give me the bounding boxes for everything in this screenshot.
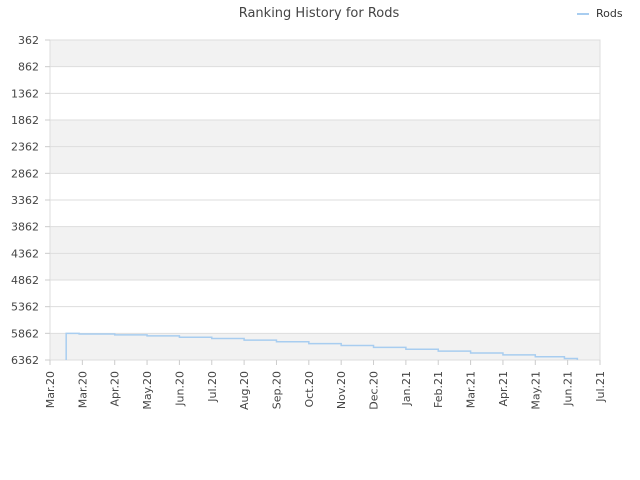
y-tick-label: 862 — [18, 61, 39, 74]
y-tick-label: 1862 — [11, 114, 39, 127]
plot-band — [50, 40, 600, 67]
x-tick-label: Jun.20 — [173, 371, 186, 407]
x-tick-label: Apr.21 — [497, 371, 510, 407]
plot-band — [50, 66, 600, 94]
y-tick-label: 4362 — [11, 247, 39, 260]
series-line-rods — [65, 332, 579, 360]
plot-band — [50, 173, 600, 200]
x-tick-label: Apr.20 — [109, 371, 122, 407]
y-tick-label: 4862 — [11, 274, 39, 287]
y-tick-label: 6362 — [11, 354, 39, 367]
x-tick-label: Dec.20 — [368, 371, 381, 410]
y-axis-ticks: 362 862 1362 1862 2362 2862 3362 3862 4362 4862 53… — [11, 34, 50, 367]
x-tick-label: Mar.20 — [76, 371, 89, 408]
plot-band — [50, 253, 600, 280]
y-tick-label: 2362 — [11, 141, 39, 154]
x-tick-label: Mar.21 — [465, 371, 478, 408]
y-tick-label: 3862 — [11, 221, 39, 234]
x-tick-label: Jul.20 — [206, 371, 219, 403]
legend[interactable]: Rods — [577, 7, 623, 20]
x-tick-label: Jun.21 — [562, 371, 575, 407]
y-tick-label: 2862 — [11, 167, 39, 180]
y-tick-label: 1362 — [11, 87, 39, 100]
plot-band — [50, 306, 600, 334]
x-tick-label: Feb.21 — [432, 371, 445, 408]
x-tick-label: Jan.21 — [400, 371, 413, 406]
plot-band — [50, 333, 600, 360]
legend-label-rods: Rods — [596, 7, 623, 20]
series-layer — [65, 332, 579, 360]
x-tick-label: Nov.20 — [335, 371, 348, 409]
plot-band — [50, 146, 600, 174]
x-tick-label: Mar.20 — [44, 371, 57, 408]
chart-title: Ranking History for Rods — [239, 6, 400, 21]
y-tick-label: 362 — [18, 34, 39, 47]
x-tick-label: Jul.21 — [594, 371, 607, 403]
x-tick-label: Sep.20 — [270, 371, 283, 409]
x-tick-label: Oct.20 — [303, 371, 316, 408]
x-tick-label: May.20 — [141, 371, 154, 410]
y-tick-label: 5862 — [11, 327, 39, 340]
y-tick-label: 5362 — [11, 301, 39, 314]
plot-band — [50, 226, 600, 254]
plot-band — [50, 120, 600, 147]
y-tick-label: 3362 — [11, 194, 39, 207]
plot-bands — [50, 40, 600, 360]
x-axis-ticks: Mar.20 Mar.20 Apr.20 May.20 Jun.20 Jul.20 Aug.… — [44, 360, 607, 410]
x-tick-label: Aug.20 — [238, 371, 251, 410]
x-tick-label: May.21 — [529, 371, 542, 410]
plot-band — [50, 93, 600, 120]
plot-band — [50, 280, 600, 307]
plot-band — [50, 200, 600, 227]
